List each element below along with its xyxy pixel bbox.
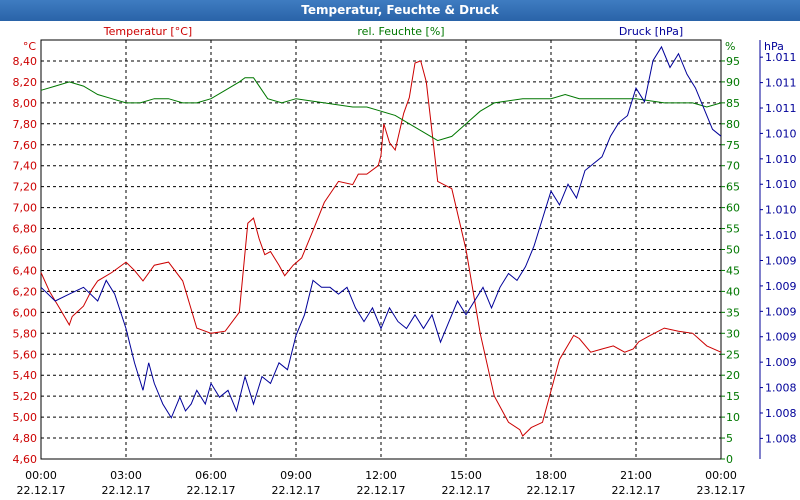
y-tick-label-pressure: 1.010: [765, 127, 797, 140]
y-tick-label-humidity: 25: [726, 348, 740, 361]
y-tick-label-humidity: 95: [726, 55, 740, 68]
x-tick-label-time: 06:00: [195, 469, 227, 482]
x-tick-label-time: 03:00: [110, 469, 142, 482]
y-tick-label-temperature: 5,80: [13, 327, 38, 340]
y-tick-label-temperature: 5,40: [13, 369, 38, 382]
y-tick-label-temperature: 5,20: [13, 390, 38, 403]
x-tick-label-time: 09:00: [280, 469, 312, 482]
y-tick-label-temperature: 7,00: [13, 202, 38, 215]
x-tick-label-time: 21:00: [620, 469, 652, 482]
y-tick-label-temperature: 7,20: [13, 181, 38, 194]
y-tick-label-pressure: 1.010: [765, 153, 797, 166]
temperature-line: [40, 60, 722, 437]
pressure-unit-label: hPa: [764, 40, 784, 53]
temperature-unit-label: °C: [23, 40, 37, 53]
x-tick-label-date: 22.12.17: [527, 484, 576, 497]
y-tick-label-temperature: 6,80: [13, 223, 38, 236]
x-tick-label-date: 22.12.17: [17, 484, 66, 497]
y-tick-label-humidity: 10: [726, 411, 740, 424]
y-tick-label-humidity: 50: [726, 244, 740, 257]
y-tick-label-humidity: 75: [726, 139, 740, 152]
humidity-series-title: rel. Feuchte [%]: [357, 25, 444, 38]
y-tick-label-pressure: 1.009: [765, 356, 797, 369]
y-tick-label-humidity: 60: [726, 202, 740, 215]
y-tick-label-pressure: 1.008: [765, 407, 797, 420]
x-tick-label-date: 22.12.17: [102, 484, 151, 497]
x-tick-label-date: 22.12.17: [357, 484, 406, 497]
y-tick-label-humidity: 55: [726, 223, 740, 236]
y-tick-label-pressure: 1.011: [765, 102, 797, 115]
y-tick-label-temperature: 4,60: [13, 453, 38, 466]
x-tick-label-time: 12:00: [365, 469, 397, 482]
y-tick-label-temperature: 5,60: [13, 348, 38, 361]
y-tick-label-pressure: 1.010: [765, 178, 797, 191]
y-tick-label-humidity: 35: [726, 306, 740, 319]
y-tick-label-pressure: 1.009: [765, 305, 797, 318]
y-tick-label-humidity: 0: [726, 453, 733, 466]
y-tick-label-temperature: 6,20: [13, 285, 38, 298]
chart-axes: [40, 39, 763, 460]
y-tick-label-temperature: 4,80: [13, 432, 38, 445]
x-tick-label-date: 22.12.17: [187, 484, 236, 497]
y-tick-label-humidity: 20: [726, 369, 740, 382]
chart-grid: [41, 40, 721, 459]
y-tick-label-pressure: 1.009: [765, 331, 797, 344]
y-tick-label-temperature: 8,20: [13, 76, 38, 89]
y-tick-label-humidity: 30: [726, 327, 740, 340]
humidity-line: [40, 77, 722, 142]
y-tick-label-pressure: 1.011: [765, 51, 797, 64]
pressure-series-title: Druck [hPa]: [619, 25, 683, 38]
x-tick-label-time: 00:00: [705, 469, 737, 482]
y-tick-label-humidity: 70: [726, 160, 740, 173]
chart-labels: 4,60 4,80 5,00 5,20 5,40 5,60 5,80 6,00 6,20 6,40…: [13, 25, 797, 497]
humidity-unit-label: %: [725, 40, 735, 53]
y-tick-label-pressure: 1.010: [765, 204, 797, 217]
y-tick-label-humidity: 40: [726, 285, 740, 298]
y-tick-label-temperature: 6,60: [13, 244, 38, 257]
x-tick-label-date: 22.12.17: [272, 484, 321, 497]
y-tick-label-humidity: 90: [726, 76, 740, 89]
x-tick-label-time: 18:00: [535, 469, 567, 482]
y-tick-label-pressure: 1.008: [765, 382, 797, 395]
y-tick-label-humidity: 80: [726, 118, 740, 131]
y-tick-label-humidity: 5: [726, 432, 733, 445]
chart-series: [40, 45, 722, 437]
y-tick-label-pressure: 1.009: [765, 254, 797, 267]
y-tick-label-pressure: 1.008: [765, 432, 797, 445]
y-tick-label-temperature: 7,80: [13, 118, 38, 131]
x-tick-label-date: 22.12.17: [442, 484, 491, 497]
temperature-series-title: Temperatur [°C]: [103, 25, 192, 38]
y-tick-label-temperature: 7,60: [13, 139, 38, 152]
x-tick-label-date: 23.12.17: [697, 484, 746, 497]
y-tick-label-humidity: 65: [726, 181, 740, 194]
y-tick-label-pressure: 1.010: [765, 229, 797, 242]
y-tick-label-temperature: 8,40: [13, 55, 38, 68]
window-title: Temperatur, Feuchte & Druck: [0, 0, 800, 21]
x-tick-label-time: 00:00: [25, 469, 57, 482]
y-tick-label-temperature: 6,00: [13, 306, 38, 319]
y-tick-label-temperature: 7,40: [13, 160, 38, 173]
y-tick-label-temperature: 6,40: [13, 264, 38, 277]
y-tick-label-temperature: 5,00: [13, 411, 38, 424]
x-tick-label-time: 15:00: [450, 469, 482, 482]
x-tick-label-date: 22.12.17: [612, 484, 661, 497]
y-tick-label-temperature: 8,00: [13, 97, 38, 110]
y-tick-label-humidity: 45: [726, 264, 740, 277]
y-tick-label-pressure: 1.011: [765, 77, 797, 90]
y-tick-label-pressure: 1.009: [765, 280, 797, 293]
pressure-line: [40, 45, 722, 419]
y-tick-label-humidity: 85: [726, 97, 740, 110]
y-tick-label-humidity: 15: [726, 390, 740, 403]
